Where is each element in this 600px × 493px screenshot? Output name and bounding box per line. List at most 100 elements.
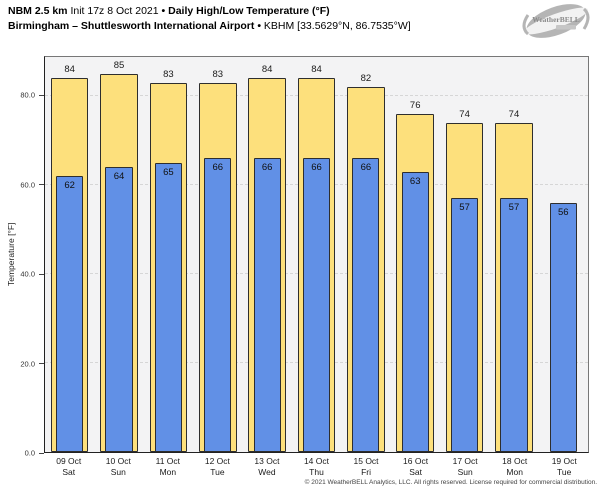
ytick-mark — [39, 94, 44, 96]
x-label-day: Sun — [457, 466, 473, 477]
x-label-day: Tue — [210, 466, 225, 477]
bar-group: 74 57 — [440, 57, 489, 452]
low-bar — [352, 158, 380, 452]
copyright-notice: © 2021 WeatherBELL Analytics, LLC. All r… — [304, 479, 597, 486]
low-bar — [253, 158, 281, 452]
x-label-date: 18 Oct — [502, 456, 528, 466]
x-label-date: 10 Oct — [105, 456, 131, 466]
bar-group: 84 66 — [242, 57, 291, 452]
x-axis-label: 14 Oct Thu — [292, 456, 342, 477]
x-axis-label: 10 Oct Sun — [94, 456, 144, 477]
x-axis-label: 12 Oct Tue — [193, 456, 243, 477]
low-bar — [302, 158, 331, 452]
bar-group: 83 66 — [193, 57, 242, 452]
low-value-label: 65 — [163, 166, 174, 178]
weatherbell-logo: WeatherBELL — [516, 1, 596, 43]
x-label-date: 11 Oct — [155, 456, 181, 466]
bar-group: 76 63 — [391, 57, 440, 452]
x-axis-label: 15 Oct Fri — [341, 456, 391, 477]
x-label-date: 13 Oct — [254, 456, 280, 466]
station-id: KBHM [33.5629°N, 86.7535°W] — [263, 20, 411, 32]
x-axis-label: 09 Oct Sat — [44, 456, 94, 477]
x-label-day: Sat — [62, 466, 76, 477]
bar-group: 82 66 — [341, 57, 390, 452]
x-axis-label: 18 Oct Mon — [490, 456, 540, 477]
x-label-day: Mon — [506, 466, 523, 477]
station-name: Birmingham – Shuttlesworth International… — [8, 20, 255, 32]
separator-dot: • — [161, 5, 166, 17]
bar-group: 83 65 — [144, 57, 193, 452]
high-value-label: 84 — [261, 64, 273, 76]
x-label-day: Sat — [409, 466, 422, 477]
low-value-label: 56 — [558, 206, 569, 218]
high-value-label: 84 — [64, 64, 75, 76]
low-bar — [549, 202, 577, 452]
x-axis-label: 13 Oct Wed — [242, 456, 292, 477]
low-bar — [451, 198, 479, 452]
title-line-2: Birmingham – Shuttlesworth International… — [8, 19, 411, 34]
ytick-label: 0.0 — [24, 448, 35, 458]
low-bar — [500, 198, 528, 452]
x-label-date: 14 Oct — [303, 456, 329, 466]
x-axis-labels: 09 Oct Sat 10 Oct Sun 11 Oct Mon 12 Oct Tue 13 O… — [44, 456, 589, 480]
high-value-label: 83 — [212, 68, 224, 80]
high-value-label: 74 — [508, 108, 520, 120]
high-value-label: 76 — [409, 99, 421, 111]
x-label-date: 15 Oct — [353, 456, 379, 466]
x-label-date: 16 Oct — [403, 456, 429, 466]
high-value-label: 83 — [163, 68, 174, 80]
low-value-label: 63 — [409, 175, 421, 187]
x-axis-label: 16 Oct Sat — [391, 456, 441, 477]
low-value-label: 66 — [360, 162, 372, 174]
plot-area: 84 62 85 64 83 65 83 66 84 66 84 66 82 66 76 63 74 57 74 57… — [44, 56, 589, 453]
product-name: Daily High/Low Temperature (°F) — [168, 5, 330, 17]
separator-dot: • — [257, 20, 261, 32]
low-value-label: 64 — [113, 171, 125, 183]
low-value-label: 66 — [212, 162, 224, 174]
ytick-mark — [39, 452, 44, 454]
low-value-label: 62 — [64, 180, 75, 192]
x-axis-label: 11 Oct Mon — [143, 456, 193, 477]
chart-title-block: NBM 2.5 km Init 17z 8 Oct 2021 • Daily H… — [8, 4, 411, 34]
high-value-label: 74 — [459, 108, 470, 120]
x-label-day: Tue — [557, 466, 572, 477]
x-label-day: Fri — [361, 466, 371, 477]
x-label-day: Sun — [110, 466, 126, 477]
low-value-label: 57 — [459, 202, 470, 214]
ytick-label: 60.0 — [20, 180, 35, 190]
x-label-date: 09 Oct — [56, 456, 82, 466]
high-value-label: 84 — [311, 64, 322, 76]
x-label-date: 19 Oct — [551, 456, 577, 466]
low-bar — [154, 162, 182, 452]
ytick-mark — [39, 363, 44, 365]
ytick-mark — [39, 184, 44, 186]
low-bar — [105, 167, 133, 452]
low-value-label: 66 — [311, 162, 322, 174]
high-value-label: 85 — [113, 59, 125, 71]
ytick-label: 20.0 — [20, 359, 35, 369]
title-line-1: NBM 2.5 km Init 17z 8 Oct 2021 • Daily H… — [8, 4, 411, 19]
low-value-label: 66 — [261, 162, 273, 174]
low-bar — [204, 158, 232, 452]
ytick-mark — [39, 273, 44, 275]
y-axis: 0.0 20.0 40.0 60.0 80.0 — [0, 56, 44, 458]
low-value-label: 57 — [508, 202, 520, 214]
bar-group: 74 57 — [489, 57, 538, 452]
high-value-label: 82 — [360, 73, 372, 85]
init-time: Init 17z 8 Oct 2021 — [70, 5, 159, 17]
low-bar — [56, 176, 84, 452]
x-label-day: Wed — [258, 466, 276, 477]
bar-group: 84 66 — [292, 57, 341, 452]
low-bar — [401, 171, 429, 452]
x-label-day: Mon — [159, 466, 177, 477]
x-label-date: 17 Oct — [452, 456, 478, 466]
model-name: NBM 2.5 km — [8, 5, 68, 17]
bar-group: 85 64 — [94, 57, 143, 452]
x-axis-label: 17 Oct Sun — [440, 456, 490, 477]
x-label-date: 12 Oct — [204, 456, 230, 466]
weatherbell-swirl-icon: WeatherBELL — [522, 4, 590, 38]
bar-group: 56 — [539, 57, 588, 452]
bar-group: 84 62 — [45, 57, 94, 452]
ytick-label: 40.0 — [20, 269, 35, 279]
